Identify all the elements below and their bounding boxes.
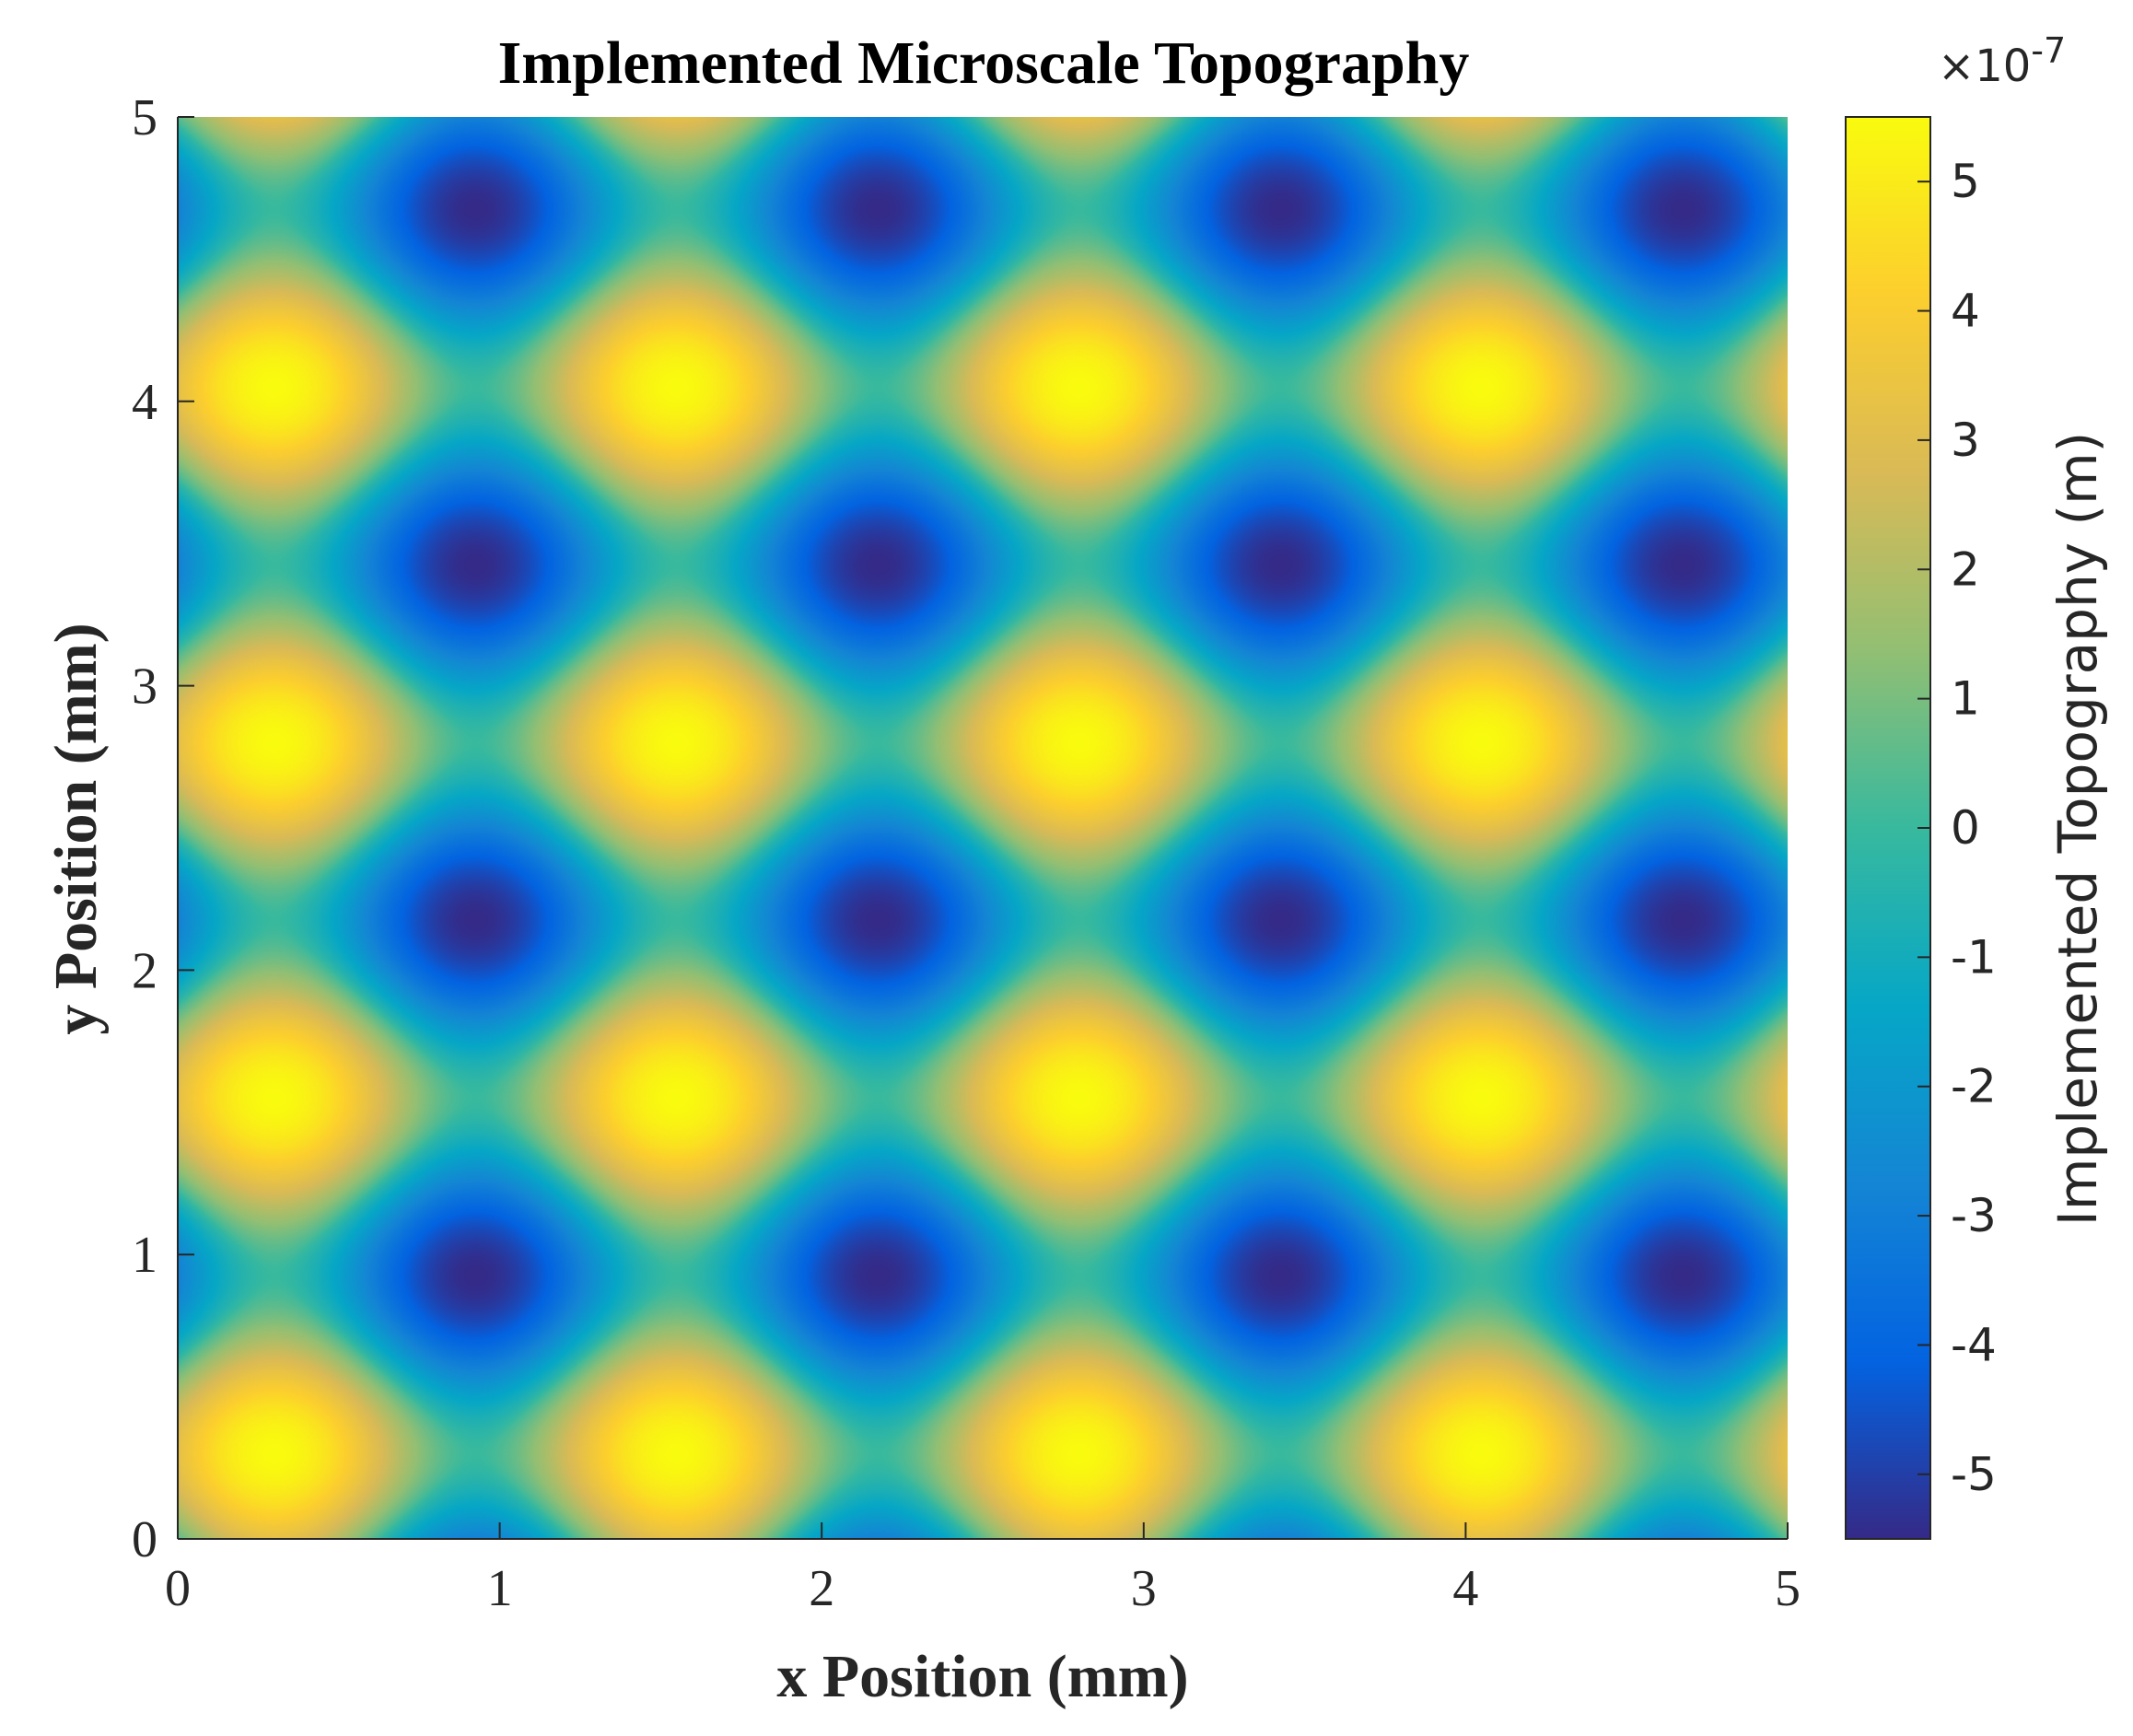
colorbar-exponent-base: ×10 xyxy=(1938,41,2031,92)
x-tick-label: 0 xyxy=(165,1560,191,1617)
x-tick-label: 1 xyxy=(487,1560,513,1617)
colorbar-tick-label: 3 xyxy=(1951,414,1980,467)
y-axis-label: y Position (mm) xyxy=(42,623,110,1034)
colorbar-tick-label: -3 xyxy=(1951,1189,1997,1242)
colorbar-tick-label: 1 xyxy=(1951,672,1980,726)
colorbar xyxy=(1845,116,1931,1540)
colorbar-tick-label: 0 xyxy=(1951,801,1980,855)
colorbar-tick-label: -1 xyxy=(1951,930,1997,984)
x-axis-label: x Position (mm) xyxy=(776,1643,1188,1710)
y-tick-label: 1 xyxy=(132,1227,157,1284)
x-tick-label: 4 xyxy=(1452,1560,1478,1617)
colorbar-tick-label: 2 xyxy=(1951,542,1980,596)
heatmap-surface xyxy=(178,117,1788,1539)
colorbar-tick-label: -5 xyxy=(1951,1448,1997,1501)
colorbar-tick-label: 5 xyxy=(1951,155,1980,208)
chart-title: Implemented Microscale Topography xyxy=(498,29,1470,97)
colorbar-tick-label: 4 xyxy=(1951,285,1980,338)
y-axis-ticks: 0 1 2 3 4 5 xyxy=(132,89,194,1568)
colorbar-exponent-power: -7 xyxy=(2031,30,2066,71)
y-tick-label: 3 xyxy=(132,658,157,716)
colorbar-tick-label: -4 xyxy=(1951,1318,1997,1371)
x-tick-label: 3 xyxy=(1131,1560,1157,1617)
colorbar-label: Implemented Topography (m) xyxy=(2046,432,2109,1227)
x-axis-ticks: 0 1 2 3 4 5 xyxy=(165,1522,1801,1617)
colorbar-ticks: -5 -4 -3 -2 -1 0 1 2 3 4 5 xyxy=(1917,155,1997,1501)
colorbar-exponent: ×10-7 xyxy=(1938,30,2066,92)
colorbar-tick-label: -2 xyxy=(1951,1060,1997,1113)
y-tick-label: 5 xyxy=(132,89,157,146)
y-tick-label: 0 xyxy=(132,1511,157,1568)
y-tick-label: 4 xyxy=(132,374,157,431)
y-tick-label: 2 xyxy=(132,942,157,999)
x-tick-label: 5 xyxy=(1775,1560,1801,1617)
x-tick-label: 2 xyxy=(809,1560,834,1617)
